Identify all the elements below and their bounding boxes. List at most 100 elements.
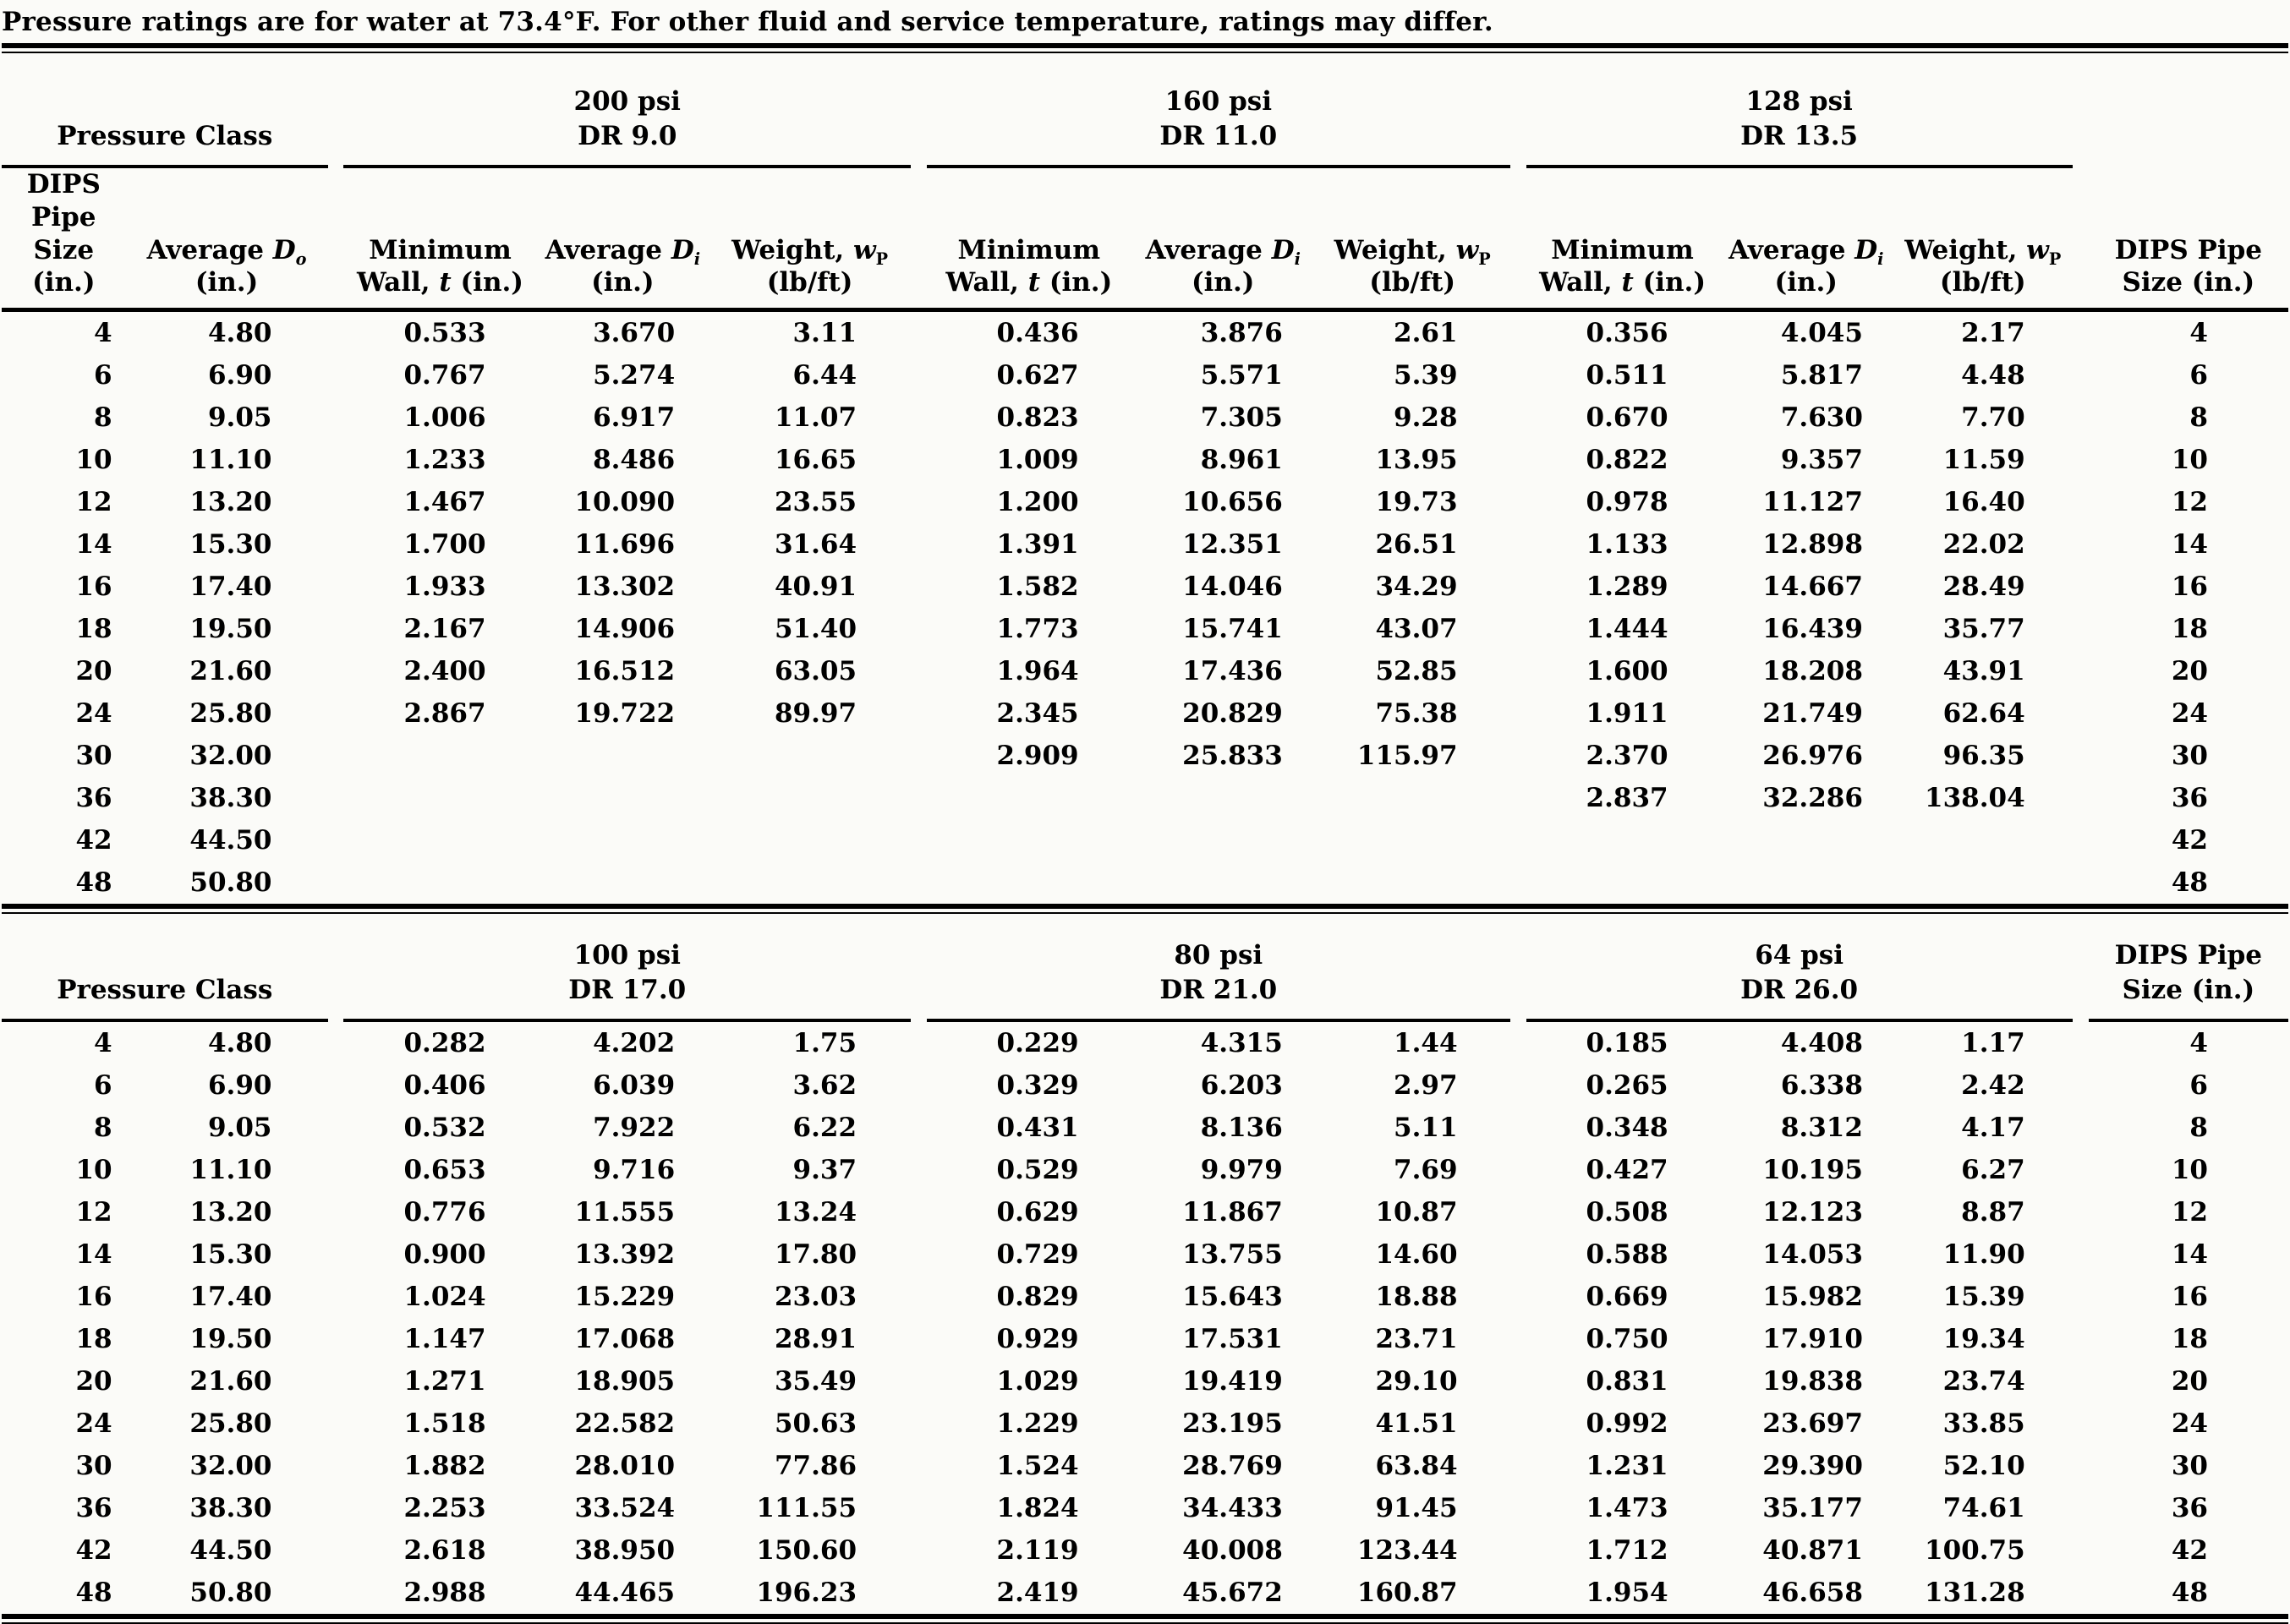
spacer <box>328 1233 344 1276</box>
spacer <box>328 1360 344 1403</box>
spacer <box>2073 566 2089 608</box>
value-cell: 75.38 <box>1375 698 1458 730</box>
pipe-size-cell: 42 <box>2171 1535 2208 1567</box>
spacer <box>328 735 344 777</box>
value-cell: 5.39 <box>1394 360 1458 391</box>
psi-label: 128 psi <box>1745 85 1853 117</box>
table-row: 30 32.00 1.882 28.010 77.86 1.524 28.769 63.84 1… <box>2 1445 2288 1487</box>
value-cell: 8.486 <box>593 445 676 476</box>
value-cell: 17.80 <box>774 1239 857 1271</box>
pipe-dimensions-table-bottom: Pressure Class 100 psi DR 17.0 80 psi DR… <box>2 914 2288 1614</box>
spacer <box>328 1445 344 1487</box>
value-cell: 21.60 <box>189 1366 272 1397</box>
value-cell: 44.50 <box>189 1535 272 1567</box>
value-cell: 19.34 <box>1942 1324 2025 1355</box>
table-body-top: 4 4.80 0.533 3.670 3.11 0.436 3.876 2.61 0.356 4.… <box>2 310 2288 905</box>
spacer <box>2073 819 2089 861</box>
value-cell: 9.357 <box>1780 445 1863 476</box>
column-header-row: DIPS Pipe Size (in.) Average Do (in.) Min… <box>2 167 2288 313</box>
psi-label: 64 psi <box>1755 939 1844 971</box>
value-cell: 15.30 <box>189 529 272 560</box>
value-cell: 2.42 <box>1961 1070 2025 1102</box>
pipe-size-cell: 16 <box>75 1282 112 1313</box>
value-cell: 3.11 <box>792 318 857 349</box>
spacer <box>328 914 344 1020</box>
value-cell: 19.73 <box>1375 487 1458 518</box>
spacer <box>328 53 344 167</box>
pipe-size-cell: 16 <box>2171 1282 2208 1313</box>
spacer <box>2073 1529 2089 1572</box>
spacer <box>1510 1276 1526 1318</box>
spacer <box>2073 310 2089 355</box>
spacer <box>2073 1191 2089 1233</box>
pressure-rating-note: Pressure ratings are for water at 73.4°F… <box>2 7 1493 37</box>
value-cell: 0.532 <box>403 1113 486 1144</box>
spacer <box>1510 396 1526 439</box>
group-header-160psi: 160 psi DR 11.0 <box>927 53 1510 169</box>
value-cell <box>1131 777 1315 819</box>
value-cell: 29.10 <box>1375 1366 1458 1397</box>
psi-label: 160 psi <box>1164 85 1272 117</box>
value-cell: 196.23 <box>756 1578 857 1609</box>
spacer <box>1510 1487 1526 1529</box>
value-cell: 1.233 <box>403 445 486 476</box>
value-cell: 19.419 <box>1182 1366 1283 1397</box>
value-cell: 11.696 <box>574 529 676 560</box>
value-cell: 1.200 <box>996 487 1079 518</box>
value-cell: 18.905 <box>574 1366 676 1397</box>
spacer <box>328 608 344 650</box>
value-cell: 1.933 <box>403 571 486 603</box>
value-cell: 14.60 <box>1375 1239 1458 1271</box>
value-cell: 6.22 <box>792 1113 857 1144</box>
value-cell: 35.49 <box>774 1366 857 1397</box>
value-cell: 5.11 <box>1394 1113 1458 1144</box>
value-cell: 23.195 <box>1182 1408 1283 1440</box>
value-cell: 2.400 <box>403 656 486 687</box>
value-cell: 91.45 <box>1375 1493 1458 1524</box>
value-cell: 7.922 <box>593 1113 676 1144</box>
value-cell: 31.64 <box>774 529 857 560</box>
value-cell: 0.900 <box>403 1239 486 1271</box>
pipe-size-cell: 6 <box>94 1070 112 1102</box>
value-cell: 0.729 <box>996 1239 1079 1271</box>
value-cell: 14.046 <box>1182 571 1283 603</box>
value-cell: 40.91 <box>774 571 857 603</box>
spacer <box>328 439 344 481</box>
spacer <box>1510 1360 1526 1403</box>
value-cell: 111.55 <box>756 1493 857 1524</box>
value-cell: 28.769 <box>1182 1451 1283 1482</box>
table-row: 10 11.10 1.233 8.486 16.65 1.009 8.961 13.95 0.8… <box>2 439 2288 481</box>
col-header-avg-di: Average Di (in.) <box>1718 167 1893 313</box>
spacer <box>2073 777 2089 819</box>
spacer <box>2073 1276 2089 1318</box>
value-cell: 2.618 <box>403 1535 486 1567</box>
value-cell: 46.658 <box>1762 1578 1863 1609</box>
spacer <box>2073 354 2089 396</box>
spacer <box>1510 1233 1526 1276</box>
value-cell: 28.91 <box>774 1324 857 1355</box>
table-row: 12 13.20 1.467 10.090 23.55 1.200 10.656 19.73 0… <box>2 481 2288 523</box>
spacer <box>1510 608 1526 650</box>
spacer <box>328 1276 344 1318</box>
spacer <box>328 1529 344 1572</box>
spacer <box>2073 1360 2089 1403</box>
value-cell: 1.444 <box>1586 614 1668 645</box>
spacer <box>328 692 344 735</box>
value-cell: 4.202 <box>593 1028 676 1059</box>
value-cell: 2.167 <box>403 614 486 645</box>
value-cell: 6.039 <box>593 1070 676 1102</box>
spacer <box>911 608 927 650</box>
psi-label: 80 psi <box>1174 939 1263 971</box>
spacer <box>1510 735 1526 777</box>
value-cell: 15.982 <box>1762 1282 1863 1313</box>
value-cell: 6.203 <box>1200 1070 1283 1102</box>
value-cell: 1.964 <box>996 656 1079 687</box>
spacer <box>2073 481 2089 523</box>
value-cell: 9.716 <box>593 1155 676 1186</box>
spacer <box>911 1572 927 1614</box>
value-cell: 6.90 <box>207 1070 272 1102</box>
spacer <box>327 167 344 313</box>
value-cell: 11.90 <box>1942 1239 2025 1271</box>
spacer <box>1510 523 1526 566</box>
value-cell: 1.289 <box>1586 571 1668 603</box>
